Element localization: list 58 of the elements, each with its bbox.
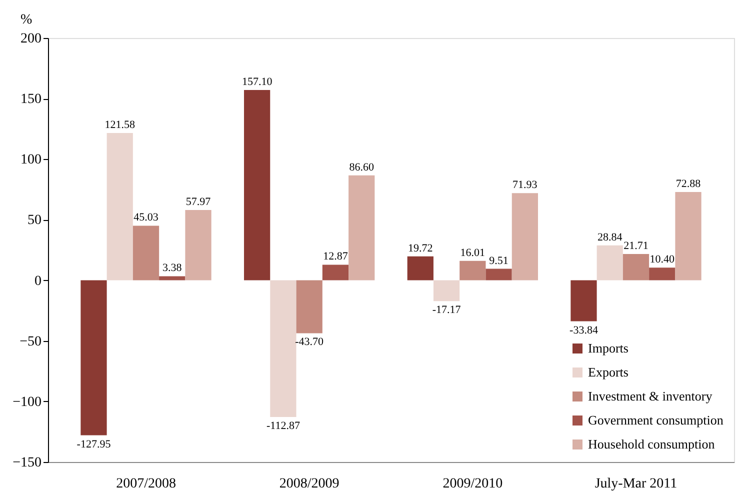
data-label: 121.58 — [104, 119, 136, 131]
legend-label: Investment & inventory — [588, 388, 713, 404]
bar — [622, 254, 650, 280]
bar — [244, 90, 270, 280]
bar — [296, 280, 322, 334]
bar — [407, 256, 434, 280]
x-tick-label: 2009/2010 — [442, 476, 503, 492]
y-tick-label: 100 — [20, 152, 42, 168]
y-tick-label: 0 — [34, 274, 42, 289]
data-label: 12.87 — [323, 250, 348, 263]
bar — [322, 264, 349, 280]
bar — [433, 280, 460, 302]
x-tick-label: July-Mar 2011 — [594, 476, 678, 492]
data-label: 57.97 — [186, 196, 212, 208]
bar — [649, 268, 676, 280]
data-label: 45.03 — [134, 212, 159, 224]
data-label: 19.72 — [408, 242, 433, 254]
bar — [348, 175, 375, 280]
bar — [570, 280, 597, 322]
bar — [512, 193, 538, 280]
data-label: 9.51 — [489, 254, 508, 267]
bar — [486, 268, 512, 280]
bar — [460, 260, 486, 280]
data-label: 86.60 — [349, 161, 374, 174]
bar — [106, 133, 133, 280]
data-label: 10.40 — [650, 254, 676, 266]
data-label: 157.10 — [242, 76, 273, 88]
bar — [185, 210, 212, 280]
y-tick-label: 150 — [20, 92, 42, 108]
bar — [270, 280, 296, 418]
bar — [132, 226, 160, 280]
data-label: 21.71 — [624, 240, 648, 252]
data-label: 72.88 — [676, 178, 702, 190]
y-tick-label: −100 — [12, 394, 42, 410]
data-label: -43.70 — [295, 336, 324, 348]
x-tick-label: 2008/2009 — [279, 476, 340, 492]
x-tick-label: 2007/2008 — [116, 476, 176, 492]
legend-label: Imports — [588, 340, 628, 356]
y-tick-label: 200 — [20, 32, 42, 46]
data-label: -127.95 — [76, 438, 112, 450]
legend-label: Exports — [588, 364, 628, 380]
data-label: -17.17 — [432, 304, 462, 316]
data-label: 28.84 — [597, 231, 623, 244]
bar — [159, 276, 186, 280]
data-label: -112.87 — [266, 420, 300, 432]
y-tick-label: 50 — [28, 213, 42, 228]
data-label: 16.01 — [460, 246, 486, 259]
legend-label: Government consumption — [588, 412, 724, 428]
legend-label: Household consumption — [588, 436, 716, 452]
data-label: 3.38 — [162, 262, 182, 274]
y-tick-label: −50 — [20, 334, 42, 350]
bar — [596, 245, 623, 280]
bar — [80, 280, 107, 436]
y-axis-title: % — [20, 12, 32, 28]
y-tick-label: −150 — [12, 456, 42, 470]
data-label: -33.84 — [570, 324, 598, 336]
data-label: 71.93 — [512, 179, 538, 192]
bar — [675, 192, 702, 280]
